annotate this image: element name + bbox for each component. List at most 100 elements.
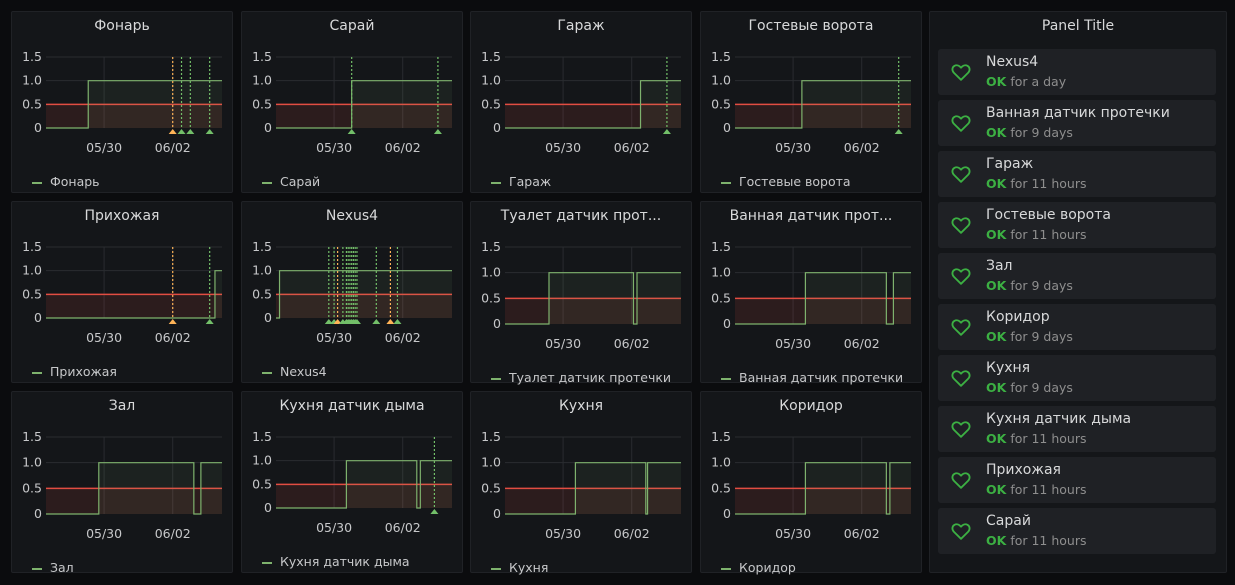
heart-icon [951, 472, 971, 489]
alert-state-badge: OK [986, 533, 1007, 548]
y-tick-label: 1.0 [711, 73, 731, 88]
legend-label: Сарай [280, 174, 321, 189]
graph-plot[interactable]: 1.5 1.0 0.5 0 05/30 06/02 [242, 12, 464, 194]
alert-state: OK for 9 days [986, 278, 1073, 293]
graph-plot[interactable]: 1.5 1.0 0.5 0 05/30 06/02 [12, 392, 234, 574]
series-line [735, 272, 911, 325]
series-line [46, 462, 222, 515]
graph-legend[interactable]: Ванная датчик протечки [721, 370, 903, 385]
alert-duration: for 11 hours [1010, 431, 1087, 446]
alert-list-item[interactable]: Гараж OK for 11 hours [938, 151, 1216, 197]
series-line [505, 272, 681, 325]
legend-label: Nexus4 [280, 364, 327, 379]
annotation-marker [386, 319, 395, 324]
alert-list-item[interactable]: Прихожая OK for 11 hours [938, 457, 1216, 503]
graph-legend[interactable]: Кухня датчик дыма [262, 554, 410, 569]
graph-plot[interactable]: 1.5 1.0 0.5 0 05/30 06/02 [12, 202, 234, 384]
graph-plot[interactable]: 1.5 1.0 0.5 0 05/30 06/02 [471, 392, 693, 574]
graph-title[interactable]: Гараж [557, 18, 605, 34]
graph-title[interactable]: Зал [108, 398, 136, 414]
alert-list-item[interactable]: Кухня датчик дыма OK for 11 hours [938, 406, 1216, 452]
alert-list-item[interactable]: Nexus4 OK for a day [938, 49, 1216, 95]
y-tick-label: 0.5 [711, 290, 731, 305]
x-tick-label: 06/02 [844, 526, 880, 541]
annotation-marker [433, 129, 442, 134]
graph-legend[interactable]: Сарай [262, 174, 320, 189]
graph-plot[interactable]: 1.5 1.0 0.5 0 05/30 06/02 [701, 392, 923, 574]
graph-legend[interactable]: Прихожая [32, 364, 117, 379]
alert-list-item[interactable]: Коридор OK for 9 days [938, 304, 1216, 350]
alert-list-item[interactable]: Ванная датчик протечки OK for 9 days [938, 100, 1216, 146]
graph-legend[interactable]: Кухня [491, 560, 548, 575]
series-line [46, 270, 222, 319]
graph-title[interactable]: Гостевые ворота [748, 18, 874, 34]
graph-title[interactable]: Коридор [779, 398, 843, 414]
legend-swatch [491, 181, 501, 184]
y-tick-label: 0.5 [252, 96, 272, 111]
alert-duration: for 9 days [1010, 278, 1073, 293]
graph-legend[interactable]: Фонарь [32, 174, 100, 189]
graph-title[interactable]: Туалет датчик прот... [500, 208, 662, 224]
legend-label: Зал [50, 560, 74, 575]
graph-plot[interactable]: 1.5 1.0 0.5 0 05/30 06/02 [471, 202, 693, 384]
graph-title[interactable]: Сарай [329, 18, 375, 34]
graph-plot[interactable]: 1.5 1.0 0.5 0 05/30 06/02 [701, 202, 923, 384]
y-tick-label: 1.0 [481, 73, 501, 88]
alert-list-item[interactable]: Гостевые ворота OK for 11 hours [938, 202, 1216, 248]
y-tick-label: 0.5 [22, 286, 42, 301]
graph-plot[interactable]: 1.5 1.0 0.5 0 05/30 06/02 [242, 202, 464, 384]
alert-list-item[interactable]: Сарай OK for 11 hours [938, 508, 1216, 554]
alert-name: Гараж [986, 156, 1034, 172]
alert-state: OK for 11 hours [986, 176, 1087, 191]
graph-plot[interactable]: 1.5 1.0 0.5 0 05/30 06/02 [242, 392, 464, 574]
y-tick-label: 1.0 [711, 265, 731, 280]
graph-title[interactable]: Фонарь [94, 18, 150, 34]
annotation-marker [205, 319, 214, 324]
alert-name: Ванная датчик протечки [986, 105, 1170, 121]
x-tick-label: 05/30 [86, 330, 122, 345]
annotation-marker [168, 129, 177, 134]
graph-legend[interactable]: Гостевые ворота [721, 174, 851, 189]
graph-legend[interactable]: Гараж [491, 174, 551, 189]
alert-duration: for a day [1010, 74, 1067, 89]
legend-swatch [262, 181, 272, 184]
alert-list-item[interactable]: Зал OK for 9 days [938, 253, 1216, 299]
graph-plot[interactable]: 1.5 1.0 0.5 0 05/30 06/02 [471, 12, 693, 194]
annotation-marker [333, 319, 342, 324]
graph-legend[interactable]: Туалет датчик протечки [491, 370, 671, 385]
legend-label: Фонарь [50, 174, 100, 189]
annotation-marker [177, 129, 186, 134]
y-tick-label: 1.0 [711, 455, 731, 470]
graph-panel: Кухня датчик дыма 1.5 1.0 0.5 0 05/30 06/02 Кух… [241, 391, 463, 573]
graph-legend[interactable]: Зал [32, 560, 74, 575]
annotation-marker [372, 319, 381, 324]
graph-title[interactable]: Nexus4 [325, 208, 379, 224]
graph-title[interactable]: Прихожая [84, 208, 160, 224]
y-tick-label: 0 [264, 500, 272, 515]
panel-title[interactable]: Panel Title [1041, 18, 1115, 34]
y-tick-label: 0 [34, 120, 42, 135]
alert-list-item[interactable]: Кухня OK for 9 days [938, 355, 1216, 401]
alert-name: Коридор [986, 309, 1050, 325]
y-tick-label: 1.5 [22, 239, 42, 254]
graph-title[interactable]: Кухня [558, 398, 604, 414]
legend-swatch [262, 371, 272, 374]
x-tick-label: 05/30 [316, 140, 352, 155]
alert-duration: for 11 hours [1010, 227, 1087, 242]
legend-label: Ванная датчик протечки [739, 370, 904, 385]
alert-name: Nexus4 [986, 54, 1039, 70]
x-tick-label: 05/30 [316, 520, 352, 535]
series-line [735, 80, 911, 129]
graph-panel: Фонарь 1.5 1.0 0.5 0 05/30 06/02 Фонарь [11, 11, 233, 193]
graph-title[interactable]: Кухня датчик дыма [279, 398, 425, 414]
graph-legend[interactable]: Коридор [721, 560, 796, 575]
graph-plot[interactable]: 1.5 1.0 0.5 0 05/30 06/02 [12, 12, 234, 194]
graph-panel: Туалет датчик прот... 1.5 1.0 0.5 0 05/30 06/0… [470, 201, 693, 385]
graph-title[interactable]: Ванная датчик прот... [729, 208, 893, 224]
y-tick-label: 0.5 [481, 96, 501, 111]
x-tick-label: 06/02 [614, 526, 650, 541]
graph-panel: Nexus4 1.5 1.0 0.5 0 05/30 06/02 Nexus4 [241, 201, 463, 383]
graph-legend[interactable]: Nexus4 [262, 364, 327, 379]
series-area [276, 460, 452, 508]
graph-plot[interactable]: 1.5 1.0 0.5 0 05/30 06/02 [701, 12, 923, 194]
